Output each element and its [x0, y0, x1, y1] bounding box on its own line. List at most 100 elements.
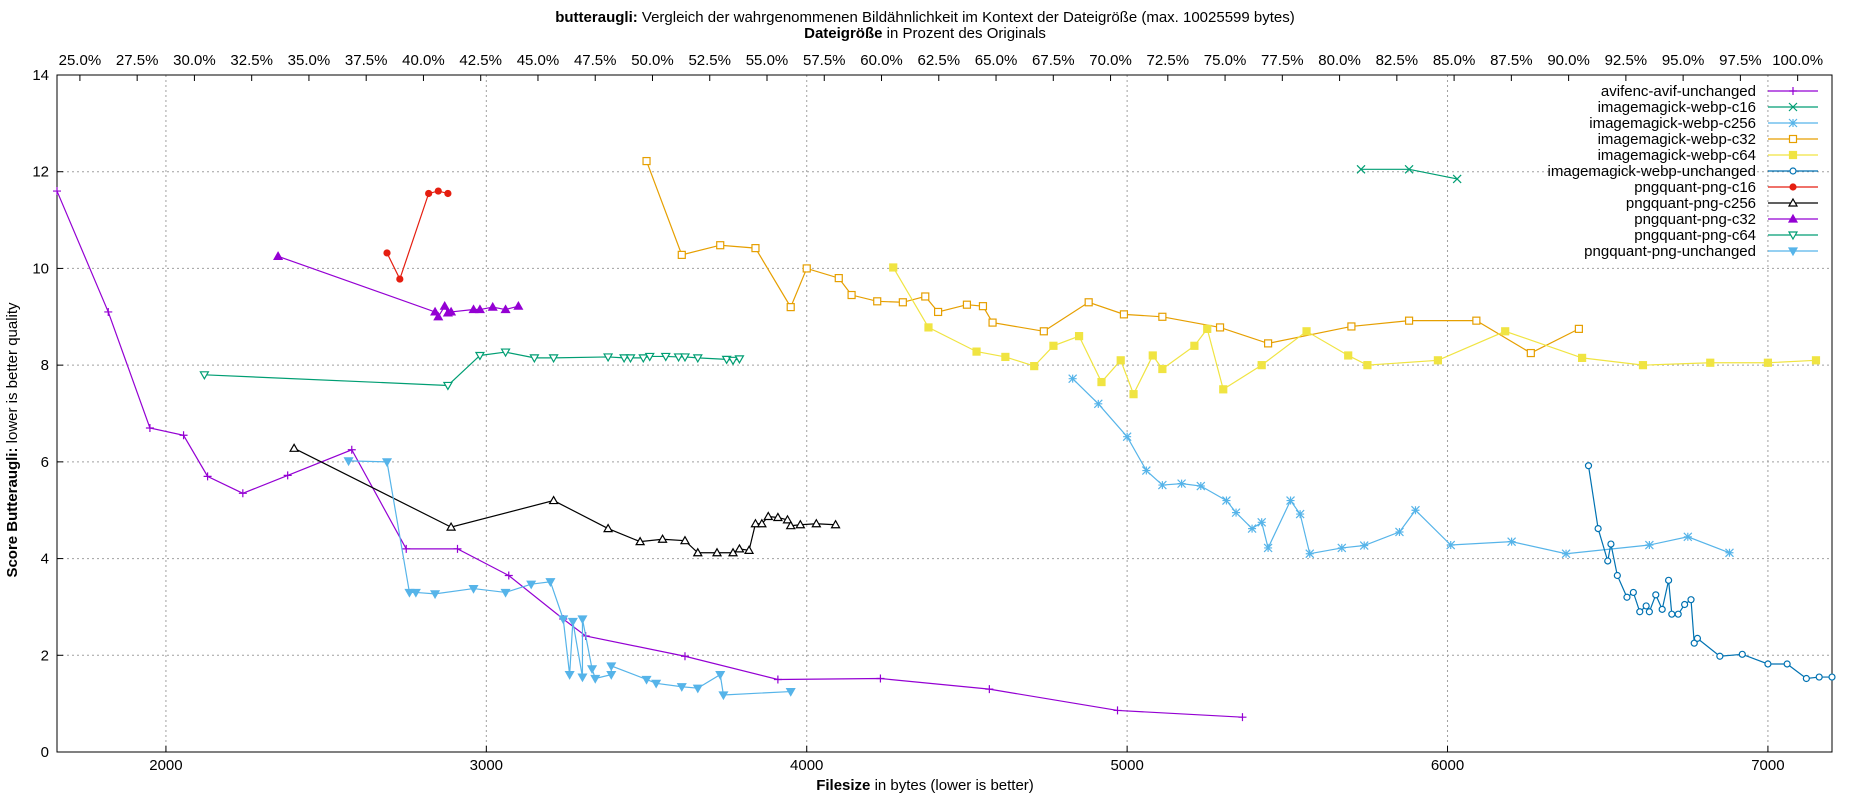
data-point [830, 519, 841, 529]
data-point [679, 535, 691, 545]
data-point [1337, 543, 1347, 553]
data-point [548, 354, 559, 364]
x2-tick-label: 95.0% [1662, 52, 1705, 69]
data-point [1030, 362, 1039, 371]
legend-entry: imagemagick-webp-c32 [1598, 131, 1818, 148]
data-point [1526, 348, 1535, 358]
data-point [1802, 674, 1810, 683]
data-point [1049, 341, 1058, 350]
series-imagemagick-webp-c256 [1068, 374, 1734, 559]
series-avifenc-avif-unchanged [53, 187, 1247, 722]
data-point [1157, 480, 1167, 490]
data-point [442, 381, 453, 391]
series-line [348, 460, 791, 696]
x-tick-label: 4000 [790, 757, 823, 774]
data-point [1238, 713, 1247, 722]
data-point [1638, 361, 1648, 370]
data-point [751, 244, 760, 253]
data-point [1068, 374, 1078, 384]
x2-tick-label: 62.5% [918, 52, 961, 69]
data-point [962, 300, 972, 309]
data-point [657, 534, 668, 543]
data-point [1604, 557, 1612, 565]
data-point [1363, 361, 1372, 370]
data-point [1190, 341, 1199, 350]
data-point [179, 431, 188, 440]
data-point [1344, 351, 1353, 360]
data-point [744, 545, 755, 554]
data-point [145, 424, 154, 433]
legend-label: imagemagick-webp-unchanged [1548, 163, 1756, 180]
data-point [487, 301, 498, 311]
data-point [1472, 316, 1481, 325]
data-point [795, 519, 806, 529]
x2-tick-label: 45.0% [517, 52, 560, 69]
data-point [1302, 327, 1311, 336]
x2-tick-label: 52.5% [688, 52, 731, 69]
data-point [1074, 332, 1084, 341]
series-line [892, 267, 1817, 396]
data-point [680, 652, 689, 661]
y-tick-label: 4 [41, 551, 49, 568]
legend-entry: pngquant-png-c16 [1634, 179, 1818, 196]
data-point [711, 547, 723, 557]
x2-tick-label: 100.0% [1772, 52, 1823, 69]
data-point [1222, 496, 1231, 505]
series-imagemagick-webp-c64 [889, 263, 1821, 399]
data-point [1257, 361, 1266, 370]
x2-tick-label: 40.0% [402, 52, 445, 69]
series-line [1072, 378, 1730, 555]
legend-entry: imagemagick-webp-c16 [1598, 99, 1818, 116]
data-point [638, 354, 649, 364]
data-point [1093, 399, 1103, 409]
data-point [1644, 540, 1654, 550]
data-point [1607, 540, 1615, 548]
data-point [718, 691, 729, 701]
data-point [889, 263, 898, 272]
data-point [1359, 541, 1369, 550]
data-point [1693, 634, 1702, 642]
data-point [933, 307, 943, 317]
data-point [734, 543, 745, 553]
data-point [1577, 353, 1587, 362]
x2-tick-label: 35.0% [288, 52, 331, 69]
data-point [1097, 377, 1106, 387]
y-tick-label: 0 [41, 744, 49, 761]
series-pngquant-png-c16 [383, 187, 452, 283]
data-point [1783, 660, 1791, 668]
data-point [782, 514, 793, 524]
data-point [606, 662, 617, 672]
data-point [203, 472, 212, 481]
data-point [834, 274, 843, 283]
data-point [673, 353, 684, 363]
data-point [500, 304, 511, 314]
data-point [692, 547, 703, 557]
data-point [1645, 608, 1653, 616]
series-line [56, 190, 1243, 718]
x2-tick-label: 65.0% [975, 52, 1018, 69]
data-point [1446, 540, 1456, 550]
x2-tick-label: 67.5% [1032, 52, 1075, 69]
data-point [1683, 532, 1693, 542]
data-point [750, 518, 761, 528]
x2-tick-label: 60.0% [860, 52, 903, 69]
data-point [660, 352, 671, 362]
series-pngquant-png-unchanged [343, 457, 796, 701]
data-point [504, 571, 513, 580]
data-point [1264, 339, 1273, 348]
data-point [425, 189, 433, 198]
data-point [785, 687, 796, 697]
data-point [468, 584, 479, 594]
data-point [1215, 323, 1225, 332]
data-point [1177, 479, 1187, 489]
data-point [692, 354, 703, 364]
x-axis-label: Filesize in bytes (lower is better) [816, 777, 1034, 794]
series-imagemagick-webp-unchanged [1584, 462, 1836, 683]
data-point [651, 679, 662, 689]
x2-tick-label: 50.0% [631, 52, 674, 69]
legend-label: avifenc-avif-unchanged [1601, 83, 1756, 100]
data-point [434, 187, 442, 195]
data-point [1664, 576, 1673, 584]
data-point [383, 249, 391, 257]
